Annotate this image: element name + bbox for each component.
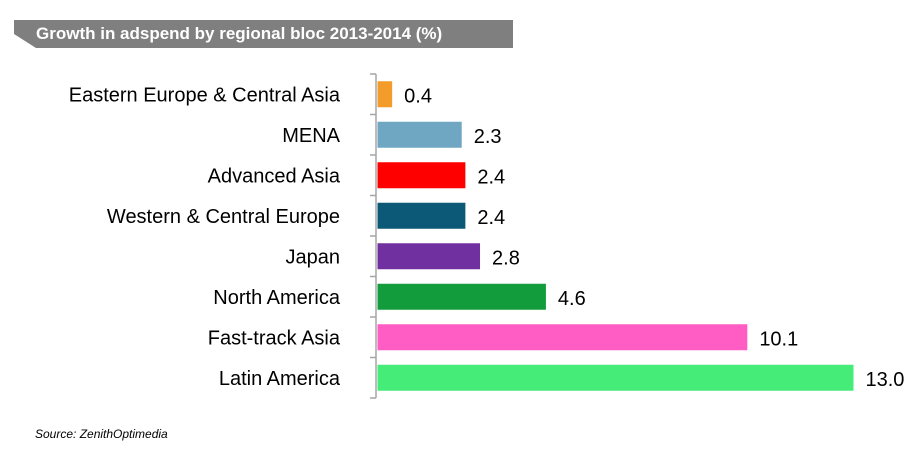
data-label: 4.6 bbox=[558, 288, 586, 310]
chart-title-banner bbox=[14, 20, 514, 48]
category-label: Japan bbox=[286, 246, 341, 268]
data-label: 2.4 bbox=[477, 166, 505, 188]
category-label: Western & Central Europe bbox=[107, 206, 340, 228]
category-label: North America bbox=[213, 287, 341, 309]
category-label: Eastern Europe & Central Asia bbox=[69, 84, 341, 106]
bar bbox=[377, 121, 462, 148]
bar bbox=[377, 202, 466, 229]
bar bbox=[377, 324, 748, 351]
category-label: MENA bbox=[282, 125, 340, 147]
data-label: 2.4 bbox=[477, 207, 505, 229]
category-label: Latin America bbox=[219, 368, 341, 390]
data-label: 13.0 bbox=[866, 369, 905, 391]
source-note: Source: ZenithOptimedia bbox=[35, 427, 168, 441]
bar bbox=[377, 364, 854, 391]
data-label: 0.4 bbox=[404, 85, 432, 107]
category-label: Advanced Asia bbox=[208, 165, 341, 187]
bar bbox=[377, 283, 546, 310]
bar bbox=[377, 81, 393, 108]
category-label: Fast-track Asia bbox=[208, 327, 341, 349]
bar bbox=[377, 162, 466, 189]
chart-title: Growth in adspend by regional bloc 2013-… bbox=[36, 24, 443, 43]
data-label: 10.1 bbox=[759, 328, 798, 350]
data-label: 2.3 bbox=[474, 126, 502, 148]
bar bbox=[377, 243, 481, 270]
data-label: 2.8 bbox=[492, 247, 520, 269]
